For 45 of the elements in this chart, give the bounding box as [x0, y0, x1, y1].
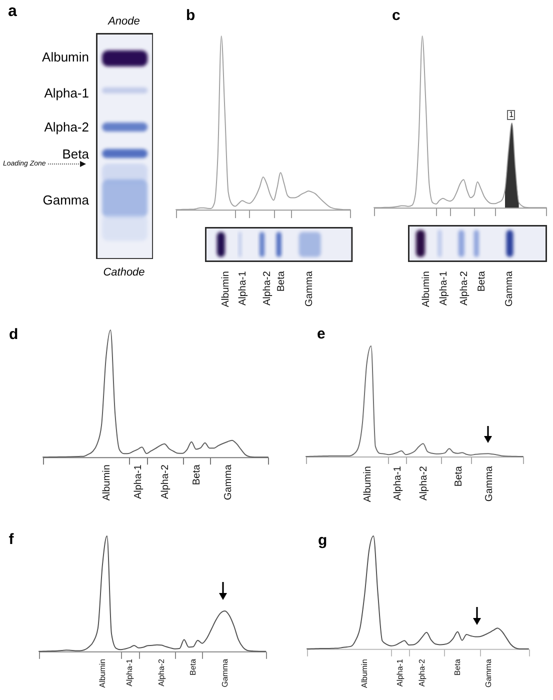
x-tick-label: Gamma	[220, 658, 230, 688]
text: Alpha-1	[44, 86, 89, 100]
x-tick-label: Beta	[188, 658, 198, 676]
text: Alpha-2	[44, 120, 89, 134]
x-tick-label: Beta	[192, 464, 202, 485]
x-tick-label: Albumin	[362, 466, 374, 502]
x-tick-label: Gamma	[484, 658, 494, 688]
x-tick-label: Gamma	[222, 464, 234, 500]
text: a	[8, 3, 17, 20]
x-tick-label: Gamma	[484, 466, 495, 502]
text: Gamma	[42, 192, 89, 208]
x-tick-label: Beta	[276, 270, 287, 292]
text: Albumin	[42, 50, 89, 64]
x-tick-label: Albumin	[422, 270, 433, 307]
x-tick-label: Gamma	[504, 270, 516, 306]
x-tick-label: Alpha-1	[237, 270, 248, 306]
chart-title: c	[392, 6, 401, 24]
x-tick-label: Alpha-2	[459, 270, 470, 306]
text: Anode	[108, 16, 140, 28]
x-tick-label: Alpha-2	[418, 658, 427, 688]
x-tick-label: Alpha-2	[160, 464, 171, 499]
chart-title: b	[186, 6, 195, 24]
x-tick-label: Alpha-1	[133, 464, 144, 499]
x-tick-label: Beta	[453, 658, 462, 676]
x-tick-label: Albumin	[102, 464, 112, 500]
x-tick-label: Alpha-2	[418, 466, 430, 500]
x-tick-label: Alpha-1	[392, 466, 404, 500]
text: Cathode	[103, 266, 145, 278]
annotation: 1	[509, 110, 514, 119]
x-tick-label: Gamma	[304, 270, 315, 306]
text: Beta	[62, 146, 89, 162]
x-tick-label: Alpha-1	[438, 270, 450, 306]
x-tick-label: Alpha-1	[125, 658, 134, 687]
x-tick-label: Alpha-1	[396, 658, 405, 688]
x-tick-label: Alpha-2	[262, 270, 273, 306]
x-tick-label: Beta	[453, 466, 464, 487]
x-tick-label: Alpha-2	[157, 658, 166, 687]
chart-title: f	[9, 531, 15, 548]
x-tick-label: Albumin	[98, 659, 108, 688]
chart-title: d	[9, 326, 18, 342]
x-tick-label: Albumin	[220, 270, 231, 307]
x-tick-label: Beta	[476, 270, 488, 292]
chart-title: g	[318, 532, 328, 550]
chart-title: e	[317, 326, 326, 342]
x-tick-label: Albumin	[360, 659, 370, 688]
